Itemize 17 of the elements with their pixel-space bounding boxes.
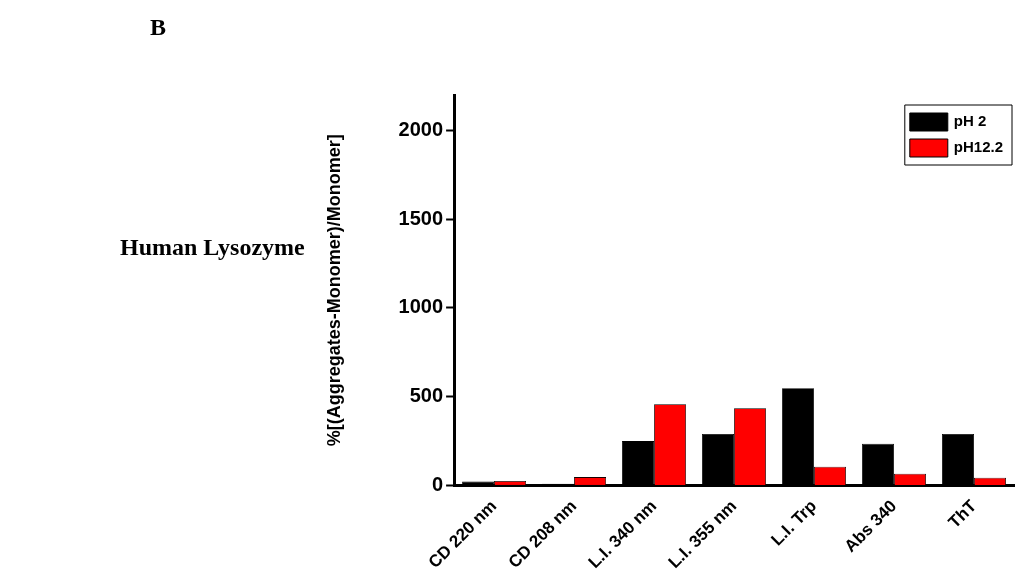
y-tick-label: 2000 [398, 118, 444, 141]
x-tick-label: Abs 340 [840, 496, 901, 556]
y-tick-label: 500 [409, 384, 444, 407]
x-tick-label: L.I. 355 nm [664, 496, 741, 572]
text: Human Lysozyme [120, 234, 305, 261]
x-tick-label: L.I. 340 nm [584, 496, 661, 572]
legend-label: pH 2 [953, 112, 987, 130]
x-tick-label: ThT [944, 495, 981, 532]
x-tick-label: CD 208 nm [504, 496, 581, 572]
y-tick-label: 1000 [398, 295, 444, 318]
x-tick-label: CD 220 nm [424, 496, 501, 572]
text: B [150, 14, 167, 41]
y-axis-title: %[(Aggregates-Monomer)/Monomer] [323, 134, 344, 447]
y-tick-label: 0 [431, 472, 444, 495]
legend-label: pH12.2 [953, 138, 1004, 156]
y-tick-label: 1500 [398, 206, 444, 229]
x-tick-label: L.I. Trp [767, 496, 821, 550]
